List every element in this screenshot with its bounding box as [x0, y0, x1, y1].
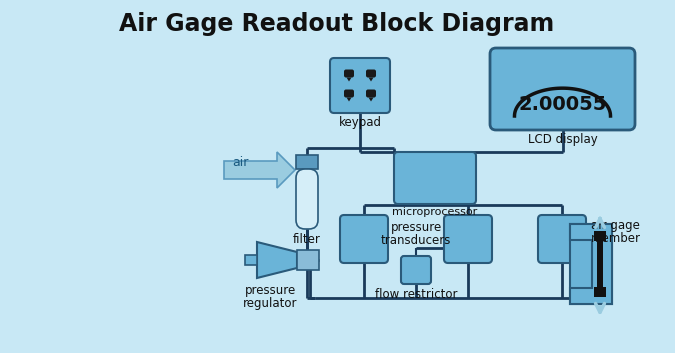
Bar	[570, 224, 590, 240]
FancyBboxPatch shape	[330, 58, 390, 113]
Text: Air Gage Readout Block Diagram: Air Gage Readout Block Diagram	[119, 12, 555, 36]
Bar	[296, 155, 318, 169]
Bar	[594, 287, 606, 297]
Text: air: air	[232, 156, 248, 169]
FancyBboxPatch shape	[366, 90, 376, 97]
Text: transducers: transducers	[381, 234, 451, 247]
Polygon shape	[346, 97, 352, 102]
Text: filter: filter	[293, 233, 321, 246]
Text: pressure: pressure	[244, 284, 296, 297]
Text: air gage: air gage	[591, 219, 640, 232]
FancyBboxPatch shape	[490, 48, 635, 130]
Polygon shape	[257, 242, 297, 278]
Bar	[594, 231, 606, 241]
Bar	[297, 250, 319, 270]
FancyBboxPatch shape	[366, 70, 376, 78]
Bar	[597, 234, 603, 294]
Text: microprocessor: microprocessor	[392, 207, 478, 217]
Polygon shape	[369, 97, 373, 102]
FancyBboxPatch shape	[394, 152, 476, 204]
Text: LCD display: LCD display	[528, 133, 597, 146]
Polygon shape	[346, 78, 352, 82]
Bar	[570, 288, 590, 304]
FancyBboxPatch shape	[538, 215, 586, 263]
Text: 2.00055: 2.00055	[518, 95, 607, 114]
FancyBboxPatch shape	[340, 215, 388, 263]
Text: flow restrictor: flow restrictor	[375, 288, 457, 301]
FancyBboxPatch shape	[296, 169, 318, 229]
Text: member: member	[591, 232, 641, 245]
Polygon shape	[224, 152, 295, 188]
Bar	[570, 224, 612, 304]
Text: regulator: regulator	[243, 297, 297, 310]
FancyBboxPatch shape	[444, 215, 492, 263]
Text: pressure: pressure	[390, 221, 441, 234]
FancyBboxPatch shape	[401, 256, 431, 284]
Bar	[245, 255, 257, 265]
FancyBboxPatch shape	[344, 70, 354, 78]
Text: keypad: keypad	[338, 116, 381, 129]
FancyBboxPatch shape	[344, 90, 354, 97]
Polygon shape	[570, 224, 612, 304]
Polygon shape	[369, 78, 373, 82]
